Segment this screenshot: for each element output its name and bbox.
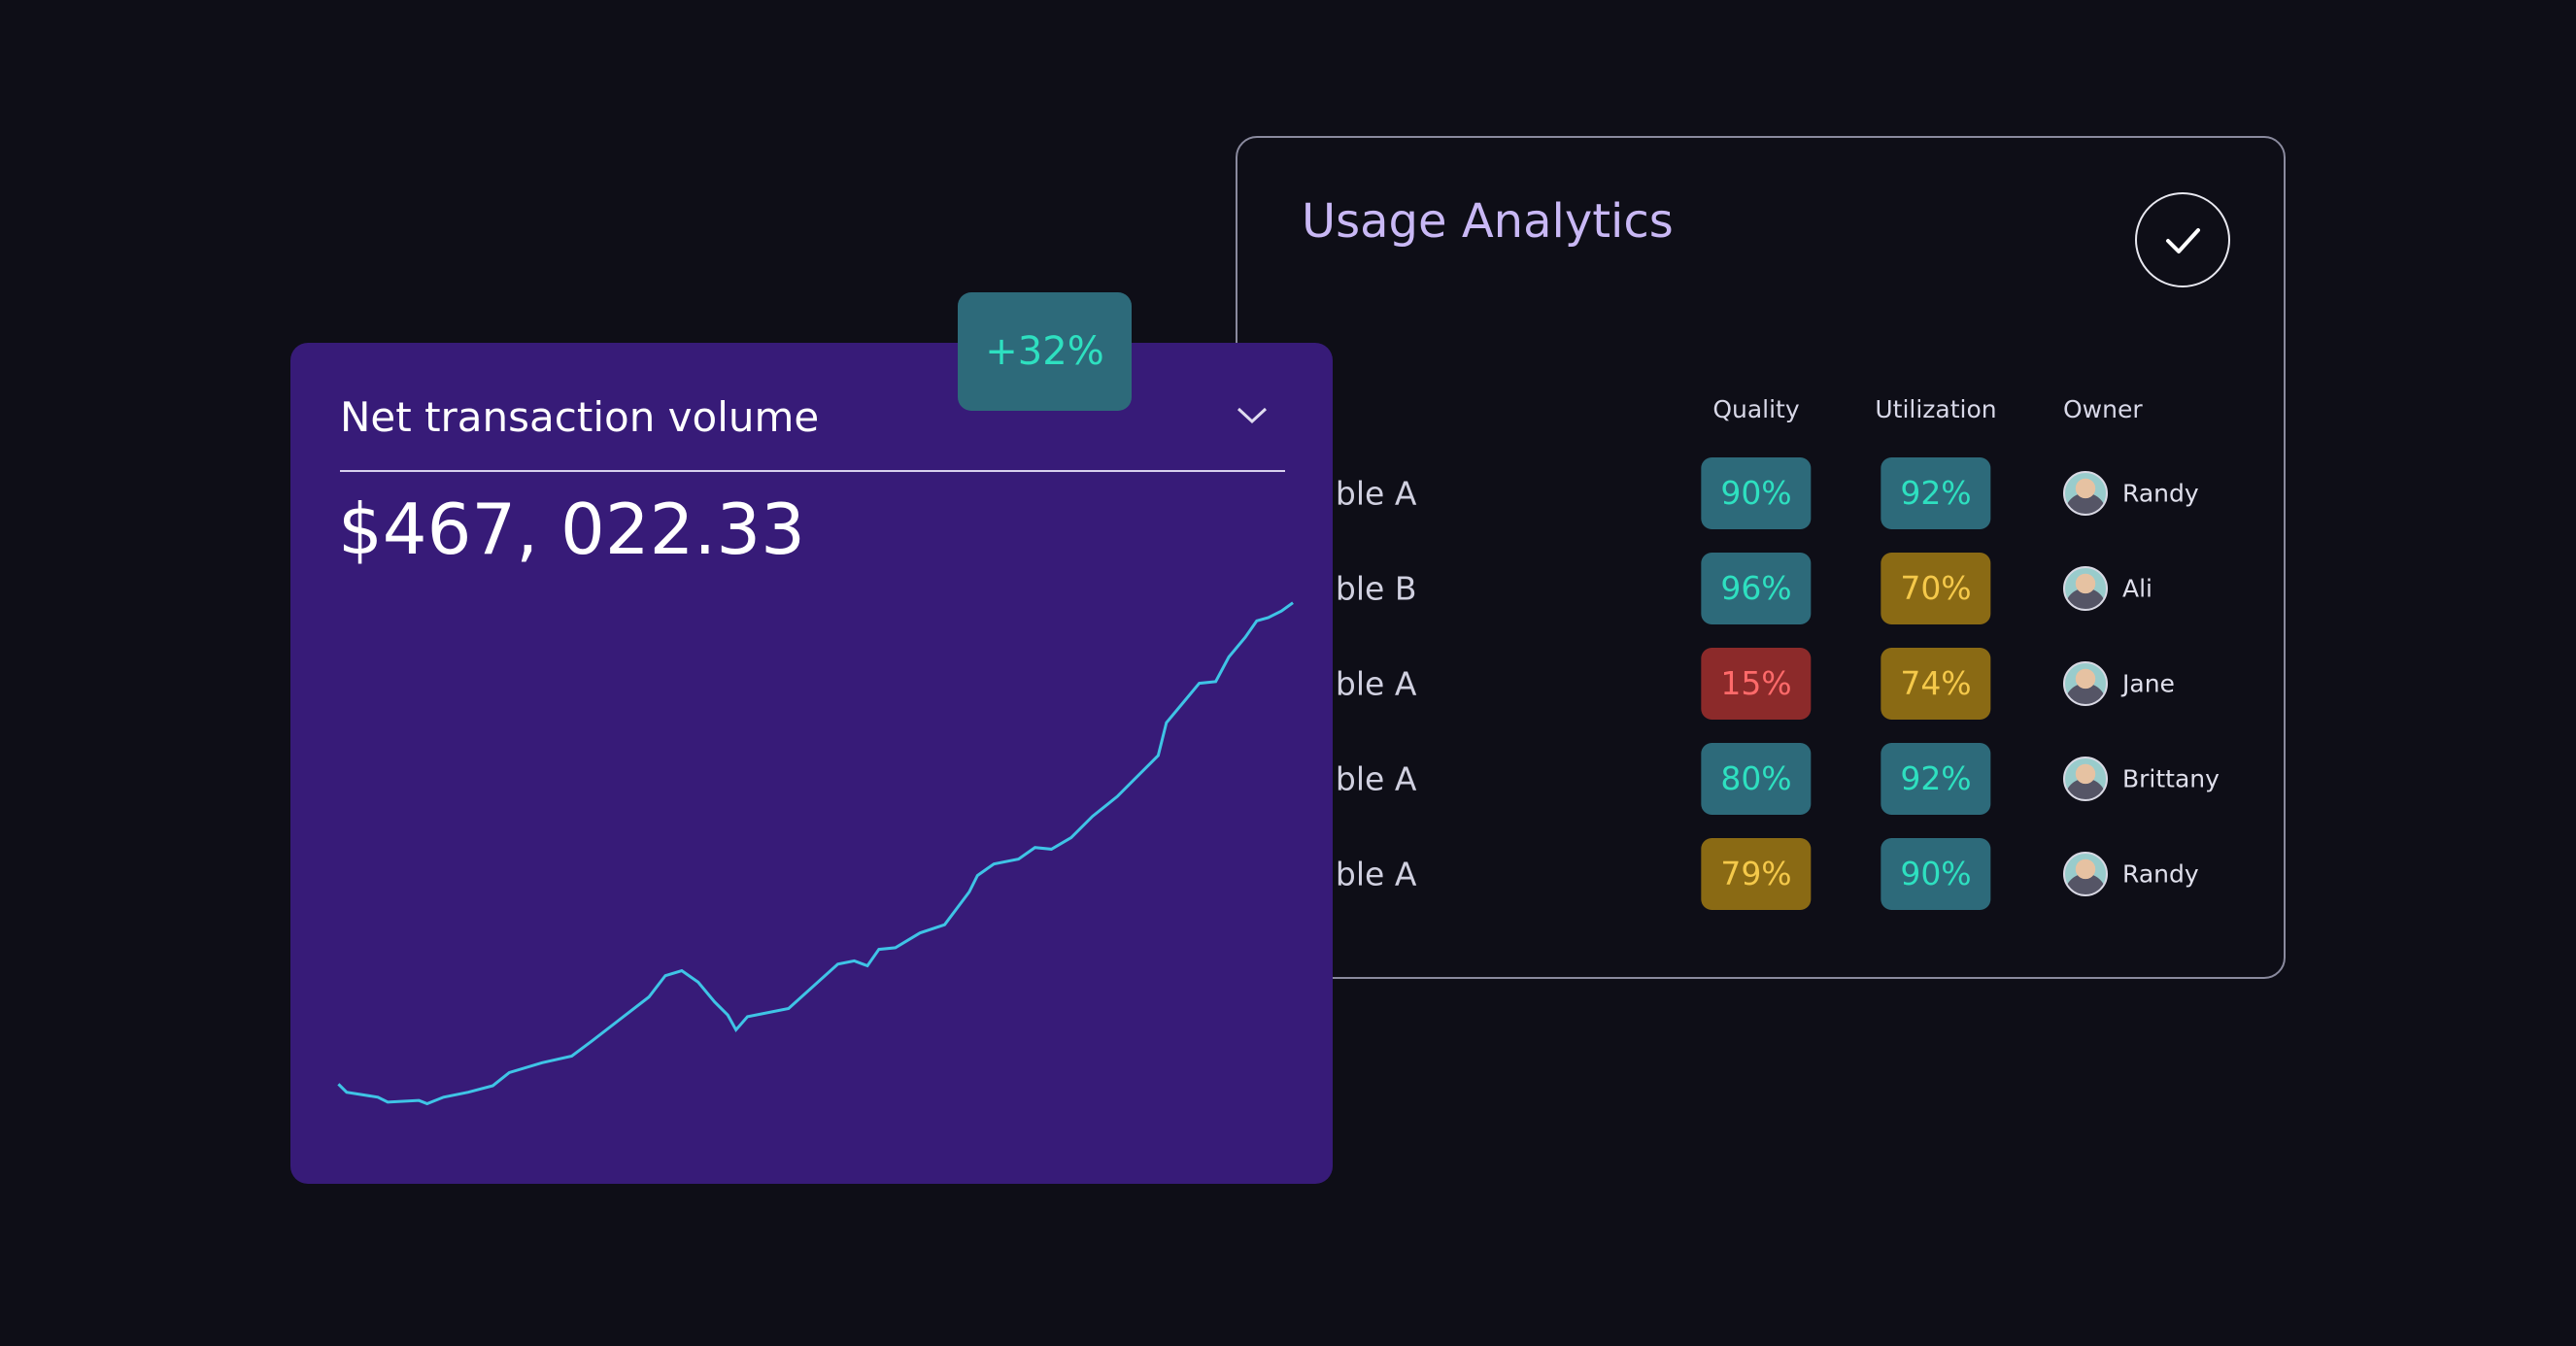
growth-badge: +32% bbox=[958, 292, 1132, 411]
quality-badge: 15% bbox=[1701, 648, 1812, 720]
column-header: Utilization bbox=[1875, 395, 1997, 423]
trend-line bbox=[290, 343, 1333, 1184]
utilization-badge: 92% bbox=[1881, 457, 1991, 529]
avatar bbox=[2063, 757, 2108, 801]
avatar bbox=[2063, 471, 2108, 516]
owner-name: Ali bbox=[2122, 574, 2152, 603]
quality-badge: 80% bbox=[1701, 743, 1812, 815]
card-title: Net transaction volume bbox=[340, 393, 820, 441]
volume-card: Net transaction volume $467, 022.33 bbox=[290, 343, 1333, 1184]
check-button[interactable] bbox=[2135, 192, 2230, 287]
avatar bbox=[2063, 566, 2108, 611]
divider bbox=[340, 470, 1285, 472]
utilization-badge: 90% bbox=[1881, 838, 1991, 910]
analytics-card: Usage Analytics Quality Utilization Owne… bbox=[1236, 136, 2286, 979]
owner-name: Jane bbox=[2122, 669, 2175, 698]
quality-badge: 90% bbox=[1701, 457, 1812, 529]
column-header: Owner bbox=[2063, 395, 2143, 423]
amount: $467, 022.33 bbox=[338, 488, 805, 570]
owner-name: Randy bbox=[2122, 479, 2199, 508]
quality-badge: 79% bbox=[1701, 838, 1812, 910]
check-icon bbox=[2166, 228, 2200, 253]
utilization-badge: 92% bbox=[1881, 743, 1991, 815]
analytics-title: Usage Analytics bbox=[1302, 194, 1674, 249]
owner-name: Randy bbox=[2122, 859, 2199, 889]
dropdown-chevron[interactable] bbox=[1236, 405, 1269, 426]
utilization-badge: 74% bbox=[1881, 648, 1991, 720]
quality-badge: 96% bbox=[1701, 553, 1812, 624]
owner-name: Brittany bbox=[2122, 764, 2220, 793]
avatar bbox=[2063, 661, 2108, 706]
utilization-badge: 70% bbox=[1881, 553, 1991, 624]
avatar bbox=[2063, 852, 2108, 896]
column-header: Quality bbox=[1712, 395, 1800, 423]
